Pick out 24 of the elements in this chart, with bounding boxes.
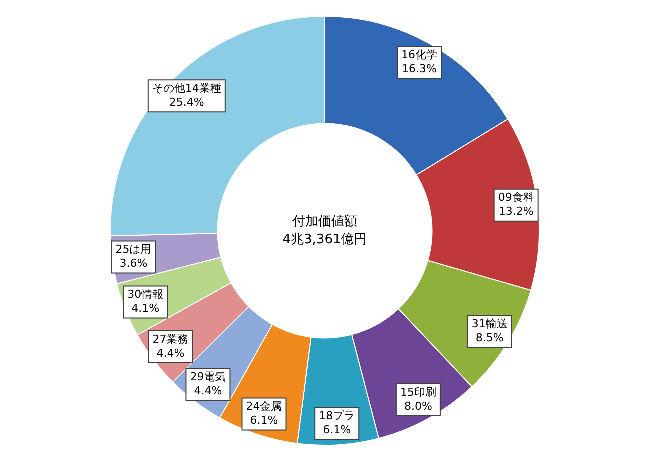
data-label: 8.0% [404, 400, 432, 413]
data-label: 4.4% [156, 346, 185, 360]
slice-label: その他14業種 [152, 82, 222, 95]
data-label: 4.1% [132, 302, 160, 316]
slice-label: 18プラ [319, 410, 356, 423]
data-label: 6.1% [250, 414, 278, 428]
text: 4兆3,361億円 [282, 232, 368, 248]
data-label: 13.2% [498, 205, 534, 218]
slice-label: 16化学 [402, 48, 438, 62]
data-label: 6.1% [323, 424, 352, 437]
data-label: 8.5% [476, 331, 504, 344]
text: 付加価値額 [292, 214, 358, 230]
slice-label: 15印刷 [400, 386, 436, 399]
slice-label: 27業務 [152, 332, 189, 346]
slice-label: 09食料 [498, 191, 534, 204]
slice-label: 24金属 [246, 400, 282, 414]
slice-label: 25は用 [116, 243, 152, 256]
data-label: 4.4% [194, 384, 222, 398]
slice-label: 29電気 [190, 370, 226, 384]
data-label: 25.4% [169, 96, 204, 109]
slice-label: 30情報 [128, 288, 164, 302]
data-label: 16.3% [402, 62, 437, 76]
slice-label: 31輸送 [472, 317, 508, 330]
data-label: 3.6% [120, 257, 148, 270]
